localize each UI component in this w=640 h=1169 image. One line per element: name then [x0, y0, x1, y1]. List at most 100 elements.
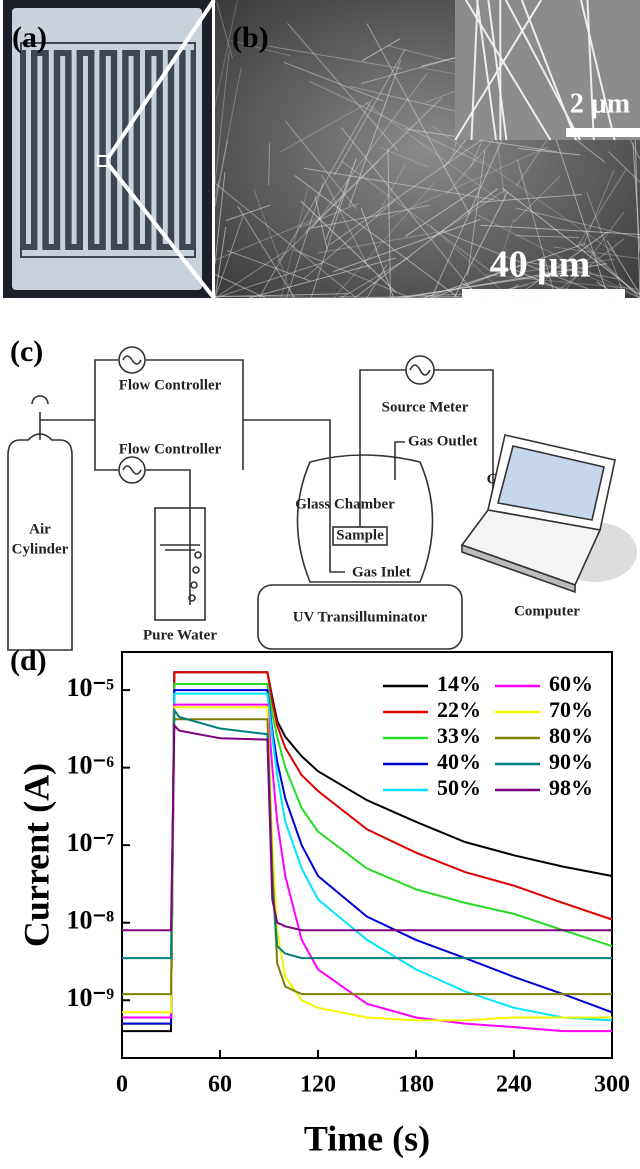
wire: [404, 128, 557, 153]
wire: [214, 251, 285, 299]
gas-lines: [31, 359, 345, 605]
panel-b: 2 μm 40 μm: [214, 0, 640, 299]
wire: [632, 142, 640, 253]
wire: [214, 51, 230, 185]
data-line: [122, 707, 612, 960]
node-label: Gas Outlet: [408, 433, 478, 449]
wire: [219, 295, 355, 299]
node-label: Sample: [336, 527, 384, 543]
finger: [71, 50, 77, 244]
laptop-display: [497, 445, 605, 521]
wire: [276, 160, 380, 262]
x-tick-label: 300: [594, 1072, 630, 1098]
legend-label: 98%: [549, 775, 593, 800]
wire: [518, 147, 581, 156]
wire: [236, 205, 296, 299]
bubble: [192, 566, 200, 574]
wire: [341, 161, 491, 272]
x-axis-title: Time (s): [304, 1118, 430, 1158]
data-line: [122, 718, 612, 996]
bubble: [188, 594, 196, 602]
wire: [214, 139, 229, 208]
glass-chamber: [296, 454, 434, 583]
wire: [430, 115, 514, 299]
wire: [321, 174, 371, 270]
wire: [477, 214, 640, 299]
wire: [329, 139, 483, 246]
y-tick-label: 10⁻⁵: [66, 673, 114, 702]
node-label: Gas Inlet: [352, 564, 411, 580]
wire: [520, 0, 578, 141]
wire: [361, 38, 401, 62]
wire: [501, 187, 640, 296]
wire: [311, 72, 428, 230]
node-label: Source Meter: [382, 399, 469, 415]
wire: [248, 257, 396, 299]
data-line: [122, 692, 613, 1022]
wire: [354, 188, 498, 299]
wire: [283, 61, 384, 102]
wire: [480, 224, 640, 235]
legend-label: 90%: [549, 749, 593, 774]
wire: [314, 196, 328, 251]
wire: [325, 158, 357, 240]
wire: [386, 146, 549, 219]
wire: [430, 225, 511, 299]
wire: [214, 0, 238, 107]
wire: [294, 175, 460, 299]
finger: [174, 56, 180, 250]
wire: [287, 22, 399, 152]
finger: [140, 50, 145, 244]
wire: [284, 120, 357, 209]
wire: [579, 242, 640, 299]
wire: [470, 0, 479, 141]
wire: [338, 295, 399, 299]
node-label: Flow Controller: [119, 441, 222, 457]
data-line: [122, 683, 613, 1025]
panel-c: (c) Flow Controller Flow Controller Air …: [7, 335, 637, 651]
wire: [216, 1, 233, 59]
wire: [375, 164, 406, 218]
wire: [285, 182, 324, 299]
wire: [333, 182, 435, 299]
wire: [524, 261, 619, 280]
finger: [37, 56, 43, 250]
wire: [480, 194, 582, 203]
wire: [214, 293, 348, 298]
data-line: [122, 671, 613, 1033]
node-label: Cylinder: [12, 541, 69, 557]
valve-symbol: [122, 465, 142, 475]
y-tick-label: 10⁻⁶: [66, 751, 114, 780]
wire: [214, 273, 266, 299]
wire: [553, 246, 639, 259]
valve: [118, 346, 146, 374]
legend-label: 22%: [437, 697, 481, 722]
wire: [299, 203, 359, 228]
wire: [303, 167, 496, 201]
scale-bar: [566, 128, 640, 137]
wire: [214, 226, 227, 299]
sample: [332, 526, 388, 546]
wire: [300, 200, 397, 293]
wire: [268, 45, 402, 70]
wire: [258, 102, 371, 299]
panel-label: (a): [12, 21, 47, 54]
wire: [214, 68, 242, 203]
valve-symbol: [122, 355, 142, 365]
data-line: [122, 723, 612, 932]
wire: [485, 274, 640, 290]
finger: [105, 56, 111, 250]
outlet-line: [394, 441, 405, 480]
wire: [365, 102, 502, 202]
finger: [83, 56, 88, 250]
node-label: UV Transilluminator: [293, 609, 428, 625]
wire: [548, 238, 625, 299]
x-tick-label: 0: [116, 1072, 128, 1098]
wire: [310, 178, 350, 299]
uv-transilluminator: [257, 584, 463, 650]
bubble: [190, 581, 198, 589]
panel-label: (c): [10, 335, 43, 368]
y-tick-label: 10⁻⁷: [66, 828, 114, 857]
wire: [280, 187, 309, 299]
